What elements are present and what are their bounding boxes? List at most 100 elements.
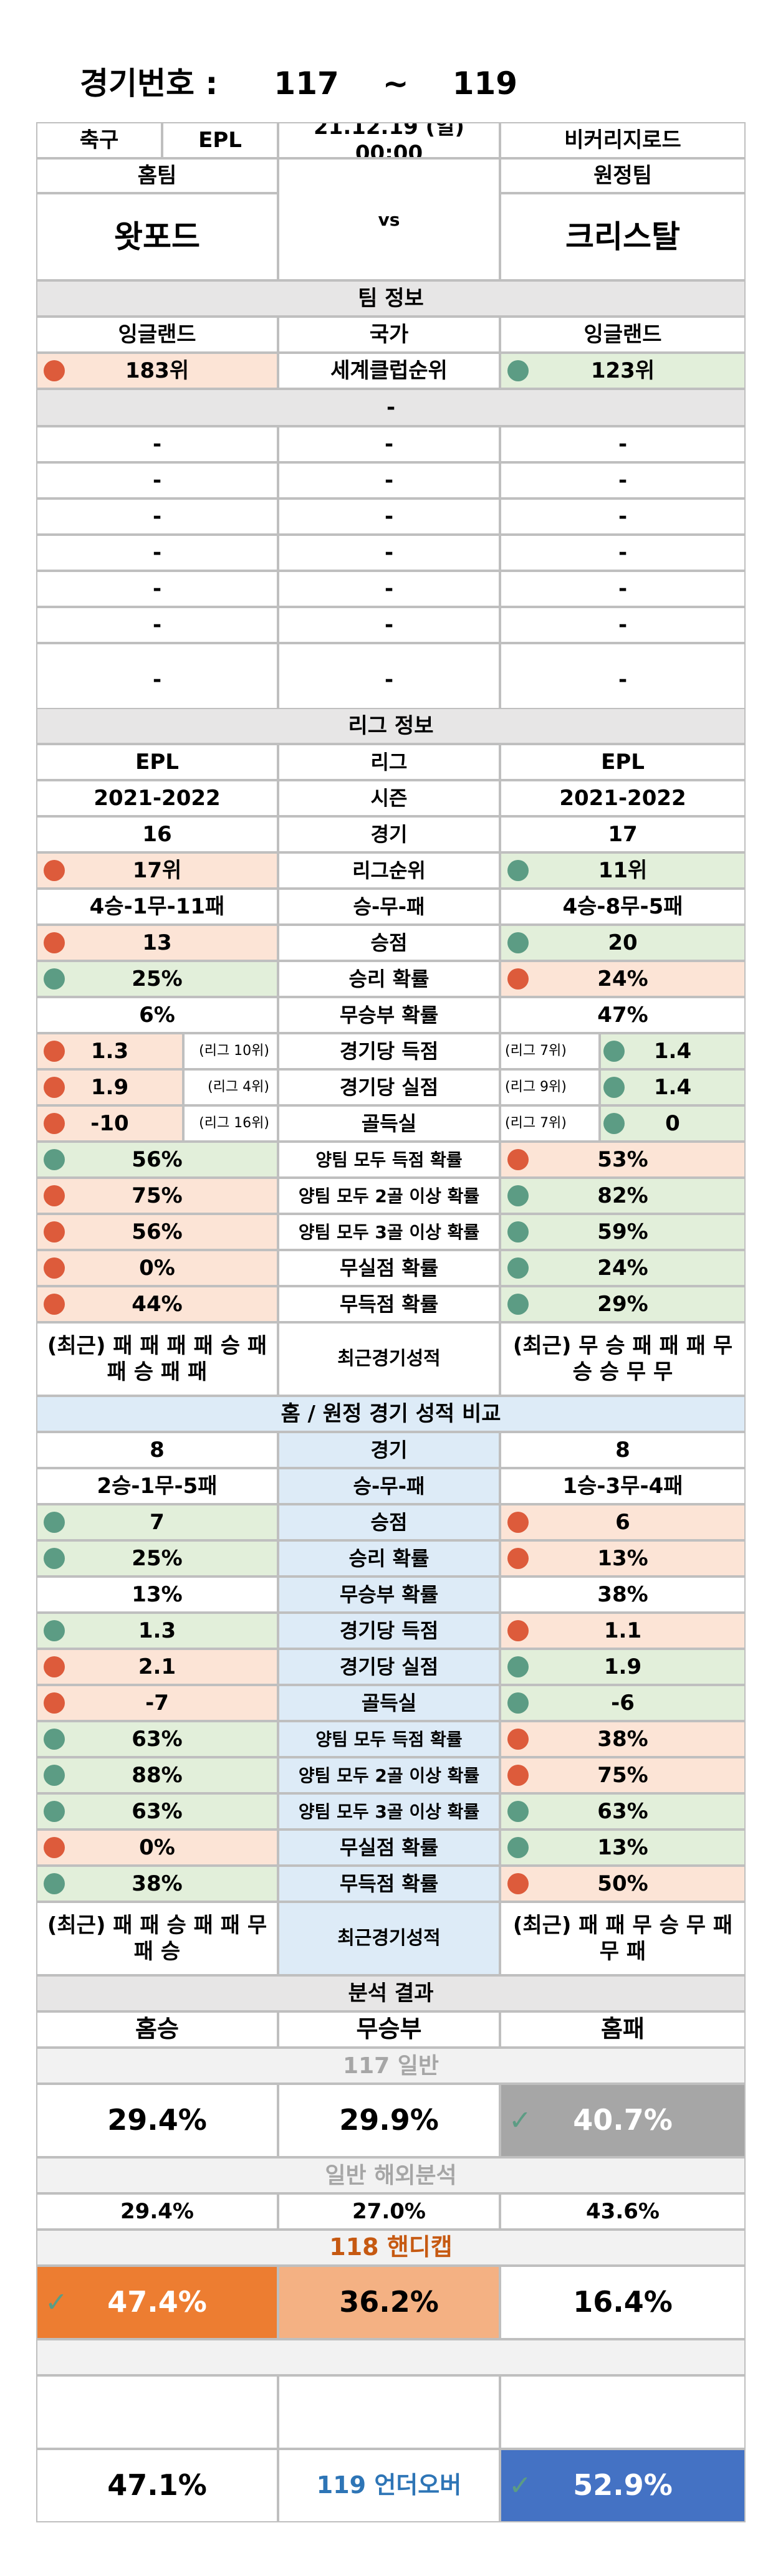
league-row-label-text: 승-무-패 (353, 895, 425, 918)
underover-title: 119 언더오버 (278, 2449, 500, 2522)
home-label-text: 홈팀 (137, 163, 177, 188)
ha-away-value-text: 1승-3무-4패 (562, 1473, 683, 1499)
ha-row-label: 경기당 득점 (278, 1613, 500, 1649)
green-dot-icon (507, 932, 529, 953)
ha-recent-label-text: 최근경기성적 (337, 1927, 441, 1950)
ha-home-value: 7 (36, 1504, 278, 1540)
red-dot-icon (507, 1512, 529, 1533)
home-label: 홈팀 (36, 158, 278, 193)
blank-row-home-text: - (152, 540, 162, 565)
blank-row-away-text: - (618, 431, 628, 457)
ha-row-label-text: 무득점 확률 (339, 1872, 439, 1896)
league-row-label: 양팀 모두 3골 이상 확률 (278, 1214, 500, 1250)
league-away-value-text: 53% (597, 1147, 648, 1172)
red-dot-icon (44, 1837, 65, 1858)
ha-row-label-text: 승리 확률 (348, 1547, 430, 1570)
ha-row-label: 양팀 모두 3골 이상 확률 (278, 1793, 500, 1829)
blank-row-label: - (278, 462, 500, 499)
ha-home-value: 25% (36, 1540, 278, 1577)
league-away-value: 29% (500, 1286, 746, 1322)
ha-home-value-text: 1.3 (138, 1618, 176, 1643)
league-home-value: 25% (36, 961, 278, 997)
away-rank-text: 123위 (590, 358, 655, 383)
blank-row-home: - (36, 571, 278, 607)
spacer-draw (278, 2375, 500, 2449)
ha-away-value-text: 50% (597, 1871, 648, 1896)
blank-row-home-text: - (152, 503, 162, 529)
col-home-text: 홈승 (135, 2015, 179, 2043)
blank-row-away-text: - (618, 612, 628, 637)
blank-row-away: - (500, 607, 746, 643)
match-number-label: 경기번호 : (80, 65, 218, 102)
home-country: 잉글랜드 (36, 317, 278, 353)
blank-row-home: - (36, 643, 278, 717)
country-label-text: 국가 (369, 322, 409, 347)
blank-row-label-text: - (384, 503, 394, 529)
handicap-draw: 36.2% (278, 2266, 500, 2339)
league-row-label: 시즌 (278, 780, 500, 816)
ha-row-label: 무득점 확률 (278, 1866, 500, 1902)
league-away-value-text: 1.4 (653, 1074, 692, 1100)
home-rank: 183위 (36, 353, 278, 389)
venue-cell-text: 비커리지로드 (564, 127, 681, 153)
blank-row-away: - (500, 426, 746, 462)
ha-away-value: 38% (500, 1721, 746, 1757)
league-away-value-text: 11위 (598, 857, 648, 883)
red-dot-icon (44, 360, 65, 381)
green-dot-icon (507, 1801, 529, 1822)
blank-row-home: - (36, 535, 278, 571)
blank-row-label: - (278, 607, 500, 643)
league-away-value: 20 (500, 925, 746, 961)
league-away-value: 82% (500, 1178, 746, 1214)
league-home-value: 13 (36, 925, 278, 961)
blank-row-label-text: - (384, 431, 394, 457)
red-dot-icon (44, 1077, 65, 1098)
league-row-label: 무승부 확률 (278, 997, 500, 1033)
league-row-label: 승점 (278, 925, 500, 961)
league-info-title: 리그 정보 (36, 708, 746, 744)
away-country-text: 잉글랜드 (583, 322, 662, 347)
league-home-value-text: 56% (132, 1219, 183, 1244)
league-away-value: 53% (500, 1142, 746, 1178)
ha-home-value-text: 2.1 (138, 1654, 176, 1679)
red-dot-icon (44, 1656, 65, 1677)
ha-home-value-text: 8 (150, 1437, 165, 1462)
overseas-away-text: 43.6% (586, 2198, 660, 2224)
team-info-divider: - (36, 389, 746, 426)
league-home-value: 17위 (36, 852, 278, 889)
league-away-rank-note: (리그 7위) (500, 1105, 600, 1142)
league-row-label: 양팀 모두 2골 이상 확률 (278, 1178, 500, 1214)
ha-home-recent: (최근) 패 패 승 패 패 무 패 승 (36, 1902, 278, 1975)
ha-away-value-text: 38% (597, 1726, 648, 1752)
rank-label: 세계클럽순위 (278, 353, 500, 389)
blank-row-label: - (278, 643, 500, 717)
league-row-label-text: 양팀 모두 득점 확률 (315, 1149, 463, 1170)
header-title: 경기번호 : 117 ~119 (36, 50, 746, 117)
league-row-label-text: 리그 (370, 750, 408, 774)
general-draw: 29.9% (278, 2084, 500, 2157)
blank-row-home-text: - (152, 431, 162, 457)
league-row-label: 무득점 확률 (278, 1286, 500, 1322)
col-away: 홈패 (500, 2011, 746, 2048)
league-info-title-text: 리그 정보 (348, 713, 434, 738)
ha-row-label-text: 경기당 득점 (339, 1619, 439, 1643)
underover-under-text: 47.1% (107, 2468, 207, 2502)
red-dot-icon (44, 1257, 65, 1279)
col-home: 홈승 (36, 2011, 278, 2048)
ha-home-value-text: 0% (139, 1834, 175, 1860)
league-away-recent: (최근) 무 승 패 패 패 무 승 승 무 무 (500, 1322, 746, 1396)
league-home-value-text: 75% (132, 1183, 183, 1208)
ha-away-value: 13% (500, 1540, 746, 1577)
general-home: 29.4% (36, 2084, 278, 2157)
away-rank: 123위 (500, 353, 746, 389)
away-label: 원정팀 (500, 158, 746, 193)
league-home-value: 75% (36, 1178, 278, 1214)
blank-row-home-text: - (152, 467, 162, 493)
league-home-value-text: 1.3 (90, 1038, 129, 1064)
green-dot-icon (507, 360, 529, 381)
handicap-home-text: 47.4% (107, 2285, 207, 2319)
ha-home-value: 2승-1무-5패 (36, 1468, 278, 1504)
ha-home-value: 0% (36, 1829, 278, 1866)
red-dot-icon (44, 932, 65, 953)
league-row-label: 경기당 실점 (278, 1069, 500, 1105)
